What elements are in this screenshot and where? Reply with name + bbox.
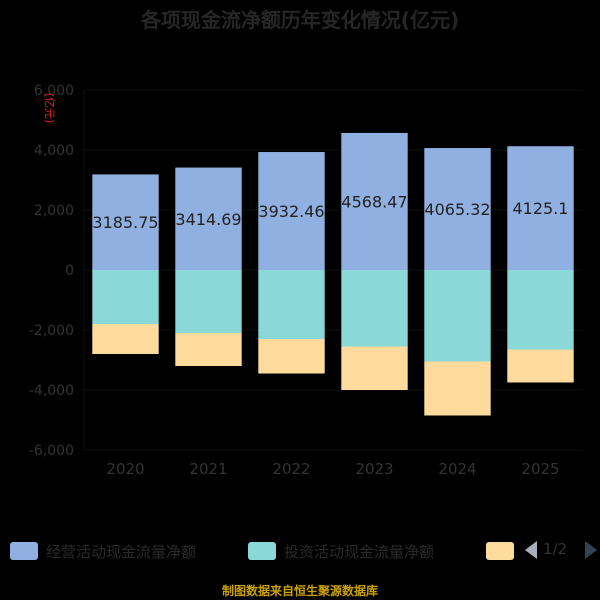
legend-swatch-investing: [248, 542, 276, 560]
bar-operating[interactable]: [507, 146, 574, 270]
bar-investing[interactable]: [92, 270, 159, 324]
legend-label-operating: 经营活动现金流量净额: [46, 543, 197, 561]
bar-operating[interactable]: [92, 174, 159, 270]
bar-operating[interactable]: [175, 167, 242, 270]
x-tick-label: 2025: [521, 460, 559, 478]
bar-value-label: 4065.32: [424, 200, 490, 219]
y-tick-label: 6,000: [34, 83, 74, 99]
bar-value-label: 3185.75: [92, 213, 158, 232]
legend-next-page-icon[interactable]: [585, 541, 597, 559]
legend-prev-page-icon[interactable]: [525, 541, 537, 559]
legend-label-investing: 投资活动现金流量净额: [284, 543, 435, 561]
y-tick-label: -4,000: [29, 383, 74, 399]
bar-operating[interactable]: [341, 132, 408, 270]
legend-swatch-operating: [10, 542, 38, 560]
legend-item-investing[interactable]: 投资活动现金流量净额: [248, 540, 488, 562]
bar-operating[interactable]: [258, 152, 325, 270]
bar-investing[interactable]: [424, 270, 491, 362]
legend-item-financing[interactable]: [486, 540, 516, 562]
bar-financing[interactable]: [175, 333, 242, 366]
bar-financing[interactable]: [92, 324, 159, 354]
bar-financing[interactable]: [507, 349, 574, 383]
chart-title: 各项现金流净额历年变化情况(亿元): [140, 8, 460, 32]
bar-value-label: 3932.46: [258, 202, 324, 221]
legend-page-indicator: 1/2: [543, 540, 568, 558]
x-tick-label: 2024: [438, 460, 476, 478]
bar-investing[interactable]: [507, 270, 574, 350]
bar-financing[interactable]: [258, 339, 325, 374]
legend: 经营活动现金流量净额 投资活动现金流量净额 1/2: [0, 537, 600, 565]
bar-investing[interactable]: [175, 270, 242, 333]
x-tick-label: 2023: [355, 460, 393, 478]
x-tick-label: 2022: [272, 460, 310, 478]
data-source-note: 制图数据来自恒生聚源数据库: [221, 584, 378, 598]
bar-financing[interactable]: [424, 361, 491, 416]
bar-investing[interactable]: [341, 270, 408, 347]
y-axis-label: (亿元): [43, 93, 56, 124]
bar-value-label: 3414.69: [175, 210, 241, 229]
x-tick-label: 2021: [189, 460, 227, 478]
y-tick-label: 2,000: [34, 203, 74, 219]
bar-value-label: 4568.47: [341, 192, 407, 211]
y-tick-label: 4,000: [34, 143, 74, 159]
x-tick-label: 2020: [106, 460, 144, 478]
bar-value-label: 4125.1: [513, 199, 569, 218]
bar-operating[interactable]: [424, 148, 491, 270]
bar-investing[interactable]: [258, 270, 325, 339]
legend-swatch-financing: [486, 542, 514, 560]
legend-item-operating[interactable]: 经营活动现金流量净额: [10, 540, 250, 562]
bar-financing[interactable]: [341, 346, 408, 391]
y-tick-label: -6,000: [29, 443, 74, 459]
y-tick-label: -2,000: [29, 323, 74, 339]
y-tick-label: 0: [65, 263, 74, 279]
